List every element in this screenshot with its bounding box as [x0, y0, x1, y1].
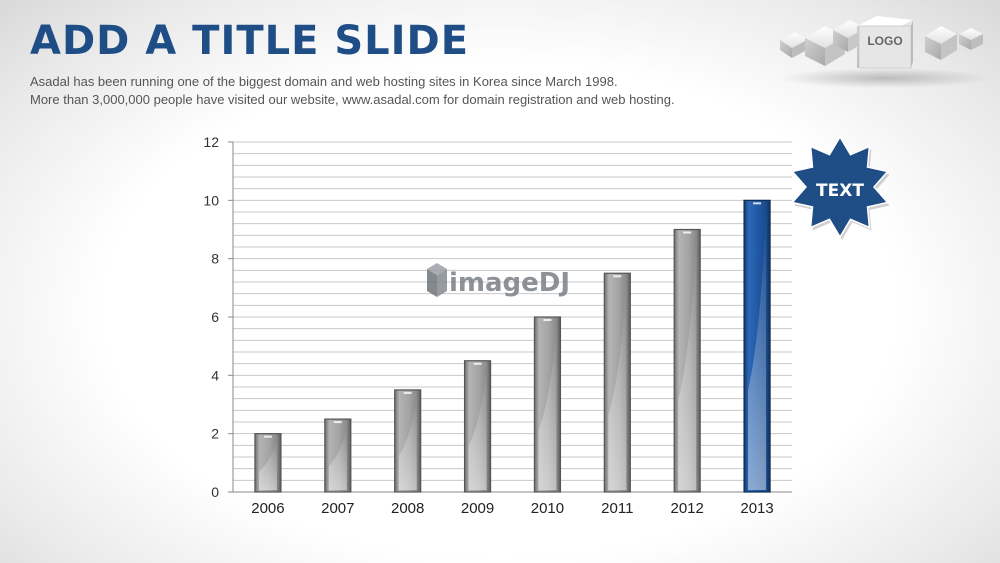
- bar-shine: [538, 323, 557, 490]
- y-tick-label: 4: [211, 367, 219, 383]
- bar-2009: [463, 360, 492, 493]
- x-tick-label: 2006: [251, 500, 284, 517]
- bar-shine: [328, 425, 347, 490]
- bar-cap: [683, 231, 692, 234]
- slide-subtitle: Asadal has been running one of the bigge…: [30, 73, 675, 109]
- subtitle-line-2: More than 3,000,000 people have visited …: [30, 92, 675, 107]
- y-tick-label: 10: [203, 192, 219, 208]
- bar-2011: [603, 272, 631, 493]
- bar-2006: [254, 433, 282, 493]
- bar-cap: [753, 202, 762, 205]
- cube-right-icon: [925, 26, 957, 60]
- x-tick-label: 2011: [601, 500, 633, 517]
- cube-logo-icon: [857, 16, 913, 69]
- bar-shine: [608, 279, 627, 490]
- text-badge: TEXT: [791, 135, 890, 240]
- bar-2008: [394, 389, 422, 493]
- slide-title: ADD A TITLE SLIDE: [30, 18, 470, 64]
- bar-cap: [473, 362, 482, 365]
- bar-shine: [678, 235, 697, 490]
- y-tick-label: 12: [203, 134, 219, 150]
- chart-grid: [233, 141, 792, 493]
- bar-cap: [333, 421, 342, 424]
- badge-text: TEXT: [816, 181, 864, 201]
- chart-bars: [254, 199, 771, 493]
- watermark: imageDJ: [427, 263, 570, 298]
- watermark-cube-icon: [427, 263, 447, 297]
- bar-shine: [468, 366, 487, 490]
- bar-shine: [748, 206, 767, 491]
- bar-2007: [324, 418, 352, 493]
- bar-cap: [543, 319, 552, 321]
- bar-2010: [533, 316, 562, 493]
- subtitle-line-1: Asadal has been running one of the bigge…: [30, 74, 618, 89]
- x-tick-label: 2012: [671, 500, 704, 517]
- y-tick-label: 6: [211, 309, 219, 325]
- logo-area: LOGO: [780, 16, 990, 88]
- x-tick-label: 2010: [531, 500, 564, 517]
- logo-text: LOGO: [867, 34, 902, 48]
- small-cube-left-icon: [780, 32, 807, 58]
- small-cube-right-icon: [959, 28, 983, 50]
- x-tick-label: 2013: [740, 500, 773, 517]
- y-tick-label: 8: [211, 251, 219, 267]
- x-tick-label: 2009: [461, 500, 494, 517]
- bar-2013: [743, 199, 771, 493]
- y-axis-labels: 0 2 4 6 8 10 12: [203, 134, 219, 500]
- x-tick-label: 2007: [321, 500, 354, 517]
- bar-shine: [398, 395, 417, 490]
- bar-cap: [403, 391, 412, 394]
- y-tick-label: 2: [211, 426, 219, 442]
- x-tick-label: 2008: [391, 500, 424, 517]
- y-tick-label: 0: [211, 484, 219, 500]
- x-axis-labels: 2006 2007 2008 2009 2010 2011 2012 2013: [251, 500, 774, 517]
- bar-2012: [673, 228, 701, 493]
- watermark-text: imageDJ: [449, 268, 570, 298]
- bar-cap: [613, 275, 622, 278]
- bar-cap: [263, 435, 272, 438]
- bar-shine: [258, 439, 277, 490]
